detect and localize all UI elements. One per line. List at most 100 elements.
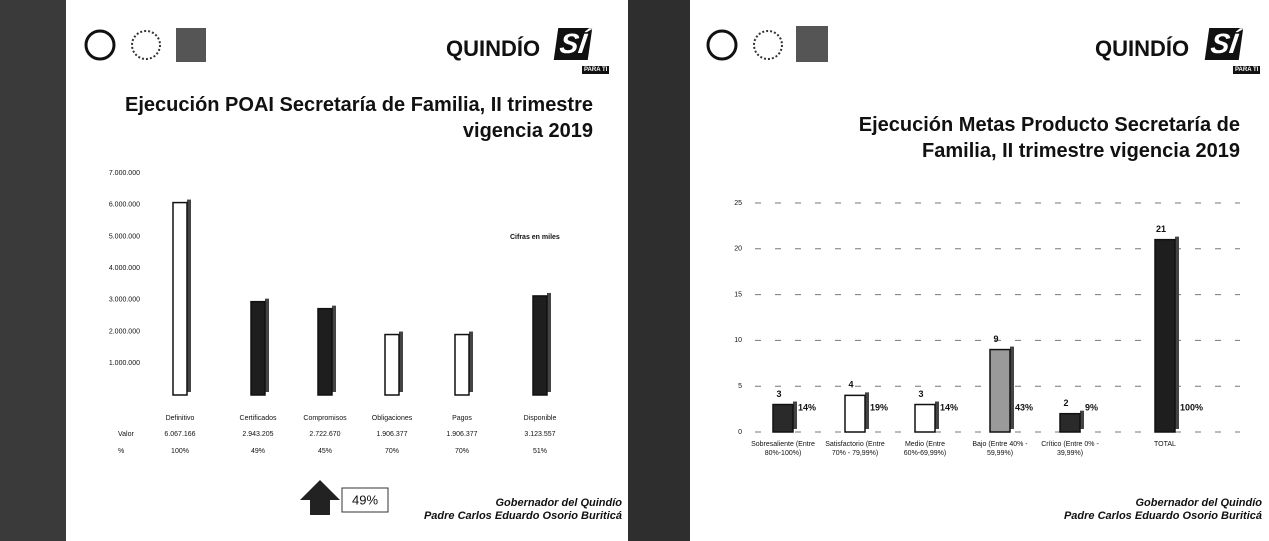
bar-side — [332, 305, 336, 392]
y-tick-label: 0 — [738, 429, 742, 436]
x-tick-label: Sobresaliente (Entre 80%-100%) — [751, 441, 815, 457]
y-tick-label: 25 — [734, 200, 742, 207]
value-label: 2 — [1063, 398, 1068, 408]
footer-line: Gobernador del Quindío — [495, 497, 623, 509]
y-tick-label: 2.000.000 — [109, 328, 140, 335]
footer: Gobernador del Quindío Padre Carlos Eduar… — [1000, 497, 1262, 523]
bar — [989, 348, 1011, 433]
y-tick-label: 3.000.000 — [109, 297, 140, 304]
bar-side — [1010, 346, 1014, 429]
logo — [176, 28, 206, 62]
y-tick-label: 10 — [734, 337, 742, 344]
bar — [772, 403, 794, 433]
logo — [706, 29, 738, 61]
bar-side — [265, 298, 269, 392]
footer: Gobernador del Quindío Padre Carlos Eduar… — [380, 497, 622, 523]
x-tick-label: Pagos — [452, 415, 472, 422]
percent-label: 14% — [940, 402, 958, 412]
x-tick-label: Disponible — [524, 415, 557, 422]
bar — [454, 333, 470, 396]
brand-name: QUINDÍO — [1095, 36, 1190, 61]
value-label: 4 — [848, 380, 853, 390]
value-label: 21 — [1156, 224, 1166, 234]
annotation-box — [341, 487, 389, 513]
value-label: 3 — [918, 389, 923, 399]
brand-name: QUINDÍO — [446, 36, 541, 61]
percent-label: 70% — [455, 448, 469, 455]
percent-label: 43% — [1015, 402, 1033, 412]
x-tick-label: Obligaciones — [372, 415, 413, 422]
value-label: 3 — [776, 389, 781, 399]
footer-line: Gobernador del Quindío — [1135, 497, 1263, 509]
bar — [532, 295, 548, 396]
logo — [753, 30, 783, 60]
bar — [1154, 238, 1176, 433]
brand-mark: SÍ — [1204, 28, 1244, 60]
value-label: 1.906.377 — [376, 431, 407, 438]
x-tick-label: Crítico (Entre 0% - 39,99%) — [1041, 441, 1099, 457]
bar — [317, 307, 333, 396]
y-tick-label: 15 — [734, 291, 742, 298]
bar — [1059, 412, 1081, 433]
x-tick-label: Satisfactorio (Entre 70% - 79,99%) — [825, 441, 885, 457]
y-tick-label: 6.000.000 — [109, 202, 140, 209]
y-tick-label: 4.000.000 — [109, 265, 140, 272]
value-label: 6.067.166 — [164, 431, 195, 438]
percent-label: 51% — [533, 448, 547, 455]
annotation: Cifras en miles — [510, 234, 560, 241]
value-label: 2.943.205 — [242, 431, 273, 438]
logo — [84, 29, 116, 61]
value-label: 1.906.377 — [446, 431, 477, 438]
bar — [384, 333, 400, 396]
annotation: 49% — [352, 492, 378, 507]
bar-side — [865, 392, 869, 429]
bar — [914, 403, 936, 433]
percent-label: 9% — [1085, 402, 1098, 412]
bar — [250, 300, 266, 396]
arrow-icon — [300, 480, 340, 515]
value-label: 3.123.557 — [524, 431, 555, 438]
logo — [131, 30, 161, 60]
scan-edge — [0, 0, 66, 541]
x-tick-label: Bajo (Entre 40% - 59,99%) — [972, 441, 1028, 457]
y-tick-label: 5.000.000 — [109, 233, 140, 240]
percent-label: 19% — [870, 402, 888, 412]
slide — [66, 0, 628, 541]
chart-title: Ejecución POAI Secretaría de Familia, II… — [125, 94, 593, 142]
bar-side — [469, 331, 473, 392]
percent-label: 14% — [798, 402, 816, 412]
bar-side — [399, 331, 403, 392]
y-tick-label: 20 — [734, 246, 742, 253]
value-label: 9 — [993, 334, 998, 344]
x-tick-label: Definitivo — [166, 415, 195, 422]
y-tick-label: 5 — [738, 383, 742, 390]
x-tick-label: TOTAL — [1154, 441, 1176, 448]
brand-tagline: PARA TI — [1233, 66, 1261, 74]
value-label: 2.722.670 — [309, 431, 340, 438]
scan-edge — [628, 0, 690, 541]
x-tick-label: Medio (Entre 60%-69,99%) — [903, 441, 947, 457]
x-tick-label: Compromisos — [303, 415, 347, 422]
percent-label: 49% — [251, 448, 265, 455]
x-tick-label: Certificados — [240, 415, 277, 422]
percent-label: 100% — [1180, 402, 1203, 412]
y-tick-label: 7.000.000 — [109, 170, 140, 177]
bar-side — [1175, 236, 1179, 429]
row-label: % — [118, 448, 124, 455]
brand-tagline: PARA TI — [582, 66, 610, 74]
footer-line: Padre Carlos Eduardo Osorio Buriticá — [1063, 510, 1262, 522]
percent-label: 70% — [385, 448, 399, 455]
footer-line: Padre Carlos Eduardo Osorio Buriticá — [423, 510, 622, 522]
slide — [690, 0, 1269, 541]
bar-side — [547, 292, 551, 392]
bar-side — [187, 199, 191, 392]
bar-side — [793, 401, 797, 429]
row-label: Valor — [118, 431, 134, 438]
chart-title: Ejecución Metas Producto Secretaría de F… — [858, 114, 1240, 162]
bar-side — [935, 401, 939, 429]
percent-label: 45% — [318, 448, 332, 455]
brand-mark: SÍ — [553, 28, 593, 60]
bar — [844, 394, 866, 433]
